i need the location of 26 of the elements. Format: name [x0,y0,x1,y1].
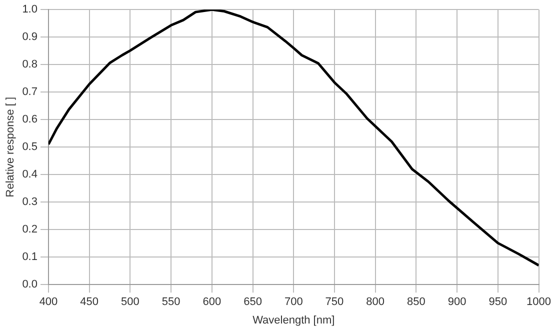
y-tick-label: 0.2 [22,224,38,236]
y-tick-label: 0.4 [22,168,38,181]
y-tick-label: 0.8 [22,58,38,71]
x-tick-label: 700 [284,296,303,308]
y-axis-title: Relative response [ ] [4,96,17,198]
x-tick-label: 900 [448,296,466,308]
y-tick-label: 0.7 [22,86,38,98]
x-tick-label: 550 [162,296,180,308]
x-tick-label: 800 [366,296,385,308]
x-tick-label: 450 [80,296,99,308]
y-tick-label: 1.0 [22,4,38,16]
x-tick-label: 500 [121,296,140,308]
x-tick-label: 400 [39,296,58,308]
x-tick-label: 750 [325,296,344,308]
x-tick-label: 650 [244,296,262,308]
x-axis-title: Wavelength [nm] [252,314,335,326]
y-tick-label: 0.6 [22,114,38,126]
x-tick-label: 1000 [526,296,552,308]
y-tick-label: 0.1 [22,251,38,264]
y-tick-label: 0.3 [22,196,38,208]
x-tick-label: 950 [488,296,508,308]
x-tick-label: 600 [202,296,222,308]
y-tick-label: 0.9 [22,31,38,44]
y-tick-label: 0.5 [22,141,38,154]
y-tick-label: 0.0 [22,278,38,291]
x-tick-label: 850 [407,296,426,308]
